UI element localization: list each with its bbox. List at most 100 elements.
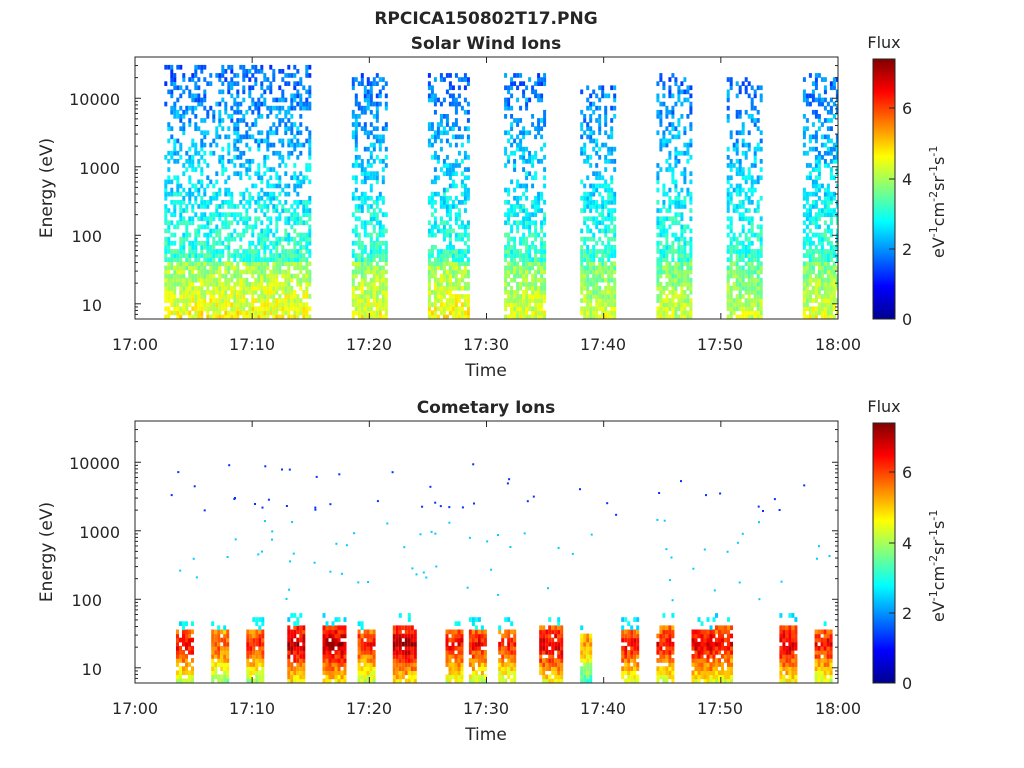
flux-cell (726, 257, 730, 262)
flux-cell (613, 294, 617, 299)
flux-cell (671, 232, 675, 238)
flux-cell (513, 298, 517, 303)
flux-cell (233, 138, 237, 144)
flux-cell (680, 253, 684, 258)
flux-cell (674, 183, 678, 189)
flux-cell (442, 310, 446, 316)
flux-cell (360, 310, 364, 316)
flux-cell (258, 654, 262, 659)
flux-cell (258, 658, 262, 663)
flux-cell (510, 93, 514, 99)
flux-cell (354, 240, 358, 246)
flux-cell (607, 208, 611, 213)
flux-cell (197, 93, 201, 99)
flux-cell (826, 191, 830, 197)
flux-cell (206, 245, 210, 250)
flux-cell (239, 64, 243, 70)
flux-cell (439, 220, 443, 226)
flux-cell (218, 294, 222, 299)
flux-cell (290, 150, 294, 156)
flux-cell (759, 228, 763, 234)
flux-cell (689, 105, 693, 111)
flux-cell (194, 236, 198, 242)
flux-cell (233, 228, 237, 234)
flux-cell (248, 105, 252, 111)
flux-cell (351, 191, 355, 197)
flux-cell (677, 191, 681, 197)
flux-cell (322, 633, 326, 639)
flux-cell (378, 208, 382, 213)
flux-cell (296, 93, 300, 99)
flux-cell (209, 249, 213, 254)
flux-cell (281, 187, 285, 193)
flux-cell (451, 257, 455, 262)
flux-cell (227, 249, 231, 254)
flux-cell (753, 163, 757, 168)
flux-cell (463, 97, 467, 103)
flux-cell (245, 302, 249, 307)
flux-cell (835, 245, 838, 250)
flux-cell (826, 306, 830, 312)
flux-cell (427, 232, 431, 238)
flux-cell (258, 674, 262, 680)
flux-cell (290, 138, 294, 144)
flux-cell (835, 183, 838, 189)
flux-cell (656, 81, 660, 86)
flux-cell (738, 85, 742, 91)
flux-cell (381, 285, 385, 291)
flux-cell (504, 302, 508, 307)
flux-cell (610, 228, 614, 234)
flux-cell (266, 314, 270, 319)
flux-cell (826, 126, 830, 131)
flux-cell (308, 249, 312, 254)
flux-cell (448, 245, 452, 250)
flux-cell (293, 629, 297, 635)
flux-cell (287, 294, 291, 299)
flux-cell (729, 85, 733, 91)
flux-cell (430, 253, 434, 258)
flux-cell (260, 101, 264, 107)
flux-cell (369, 261, 373, 267)
flux-cell (354, 77, 358, 82)
flux-cell (366, 261, 370, 267)
flux-cell (360, 81, 364, 86)
flux-cell (829, 249, 833, 254)
flux-cell (802, 191, 806, 197)
flux-cell (826, 224, 830, 230)
flux-cell (366, 93, 370, 99)
flux-cell (832, 285, 836, 291)
flux-cell (674, 306, 678, 312)
flux-cell (179, 146, 183, 152)
flux-cell (451, 171, 455, 176)
flux-cell (242, 249, 246, 254)
flux-cell (372, 142, 376, 148)
flux-cell (363, 126, 367, 131)
flux-cell (269, 195, 273, 201)
flux-cell (255, 617, 259, 622)
flux-cell (665, 245, 669, 250)
flux-cell (829, 159, 833, 164)
flux-cell (215, 73, 219, 78)
flux-cell (753, 232, 757, 238)
flux-cell (182, 109, 186, 115)
flux-cell (218, 314, 222, 319)
flux-cell (595, 204, 599, 209)
flux-cell (433, 138, 437, 144)
flux-cell (595, 269, 599, 275)
flux-cell (604, 130, 608, 136)
flux-cell (191, 163, 195, 168)
flux-cell (504, 257, 508, 262)
flux-cell (744, 302, 748, 307)
flux-cell (817, 310, 821, 316)
flux-cell (525, 310, 529, 316)
flux-cell (607, 257, 611, 262)
flux-cell (454, 171, 458, 176)
flux-cell (173, 138, 177, 144)
flux-cell (296, 261, 300, 267)
flux-cell (381, 249, 385, 254)
flux-cell (519, 240, 523, 246)
flux-cell (598, 298, 602, 303)
flux-cell (185, 629, 188, 635)
flux-cell (218, 306, 222, 312)
flux-cell (299, 662, 303, 667)
